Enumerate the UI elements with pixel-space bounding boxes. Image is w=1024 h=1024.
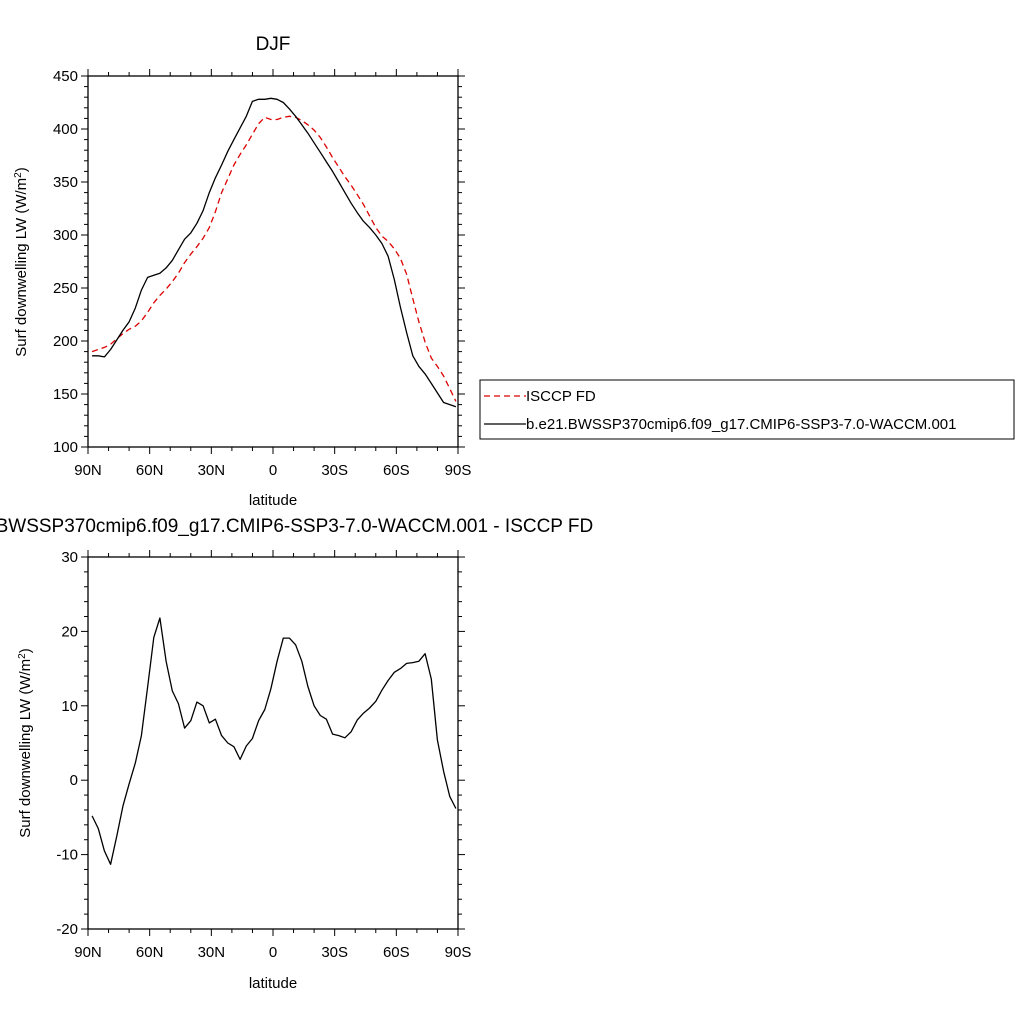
bottom-chart-x-tick-labels: 90N 60N 30N 0 30S 60S 90S [74,944,471,961]
bottom-y-tick-label: -20 [56,921,78,938]
top-x-tick-label: 30N [198,462,226,479]
top-chart-ticks [81,69,465,454]
bottom-chart-y-axis-label: Surf downwelling LW (W/m2) [17,648,35,838]
top-y-tick-label: 250 [53,280,78,297]
bottom-y-tick-label: -10 [56,847,78,864]
top-chart-x-tick-labels: 90N 60N 30N 0 30S 60S 90S [74,462,471,479]
bottom-x-tick-label: 90S [445,944,472,961]
bottom-y-tick-label: 10 [61,698,78,715]
top-chart-panel: DJF 100 150 200 250 300 350 400 450 90N 60N 30N 0 3… [13,34,472,509]
bottom-series-line-0 [91,617,457,865]
bottom-y-tick-label: 0 [70,772,78,789]
legend-frame [479,379,1015,440]
bottom-y-tick-label: 30 [61,549,78,566]
bottom-chart-y-axis-unit-superscript: 2 [17,653,28,659]
bottom-x-tick-label: 60N [136,944,164,961]
bottom-x-tick-label: 90N [74,944,102,961]
top-series-line-1 [92,97,457,408]
bottom-chart-ticks [81,550,465,936]
top-y-tick-label: 400 [53,121,78,138]
bottom-x-tick-label: 30N [198,944,226,961]
top-y-tick-label: 200 [53,333,78,350]
top-chart-plot-frame [87,75,459,448]
top-y-tick-label: 300 [53,227,78,244]
top-series-line-0 [91,115,457,402]
legend-label-model: b.e21.BWSSP370cmip6.f09_g17.CMIP6-SSP3-7… [526,416,956,433]
top-x-tick-label: 90N [74,462,102,479]
top-y-tick-label: 100 [53,439,78,456]
top-x-tick-label: 90S [445,462,472,479]
top-chart-series-lines [91,97,457,408]
top-chart-y-axis-unit-close: ) [13,167,30,172]
bottom-x-tick-label: 0 [269,944,277,961]
bottom-chart-y-tick-labels: -20 -10 0 10 20 30 [56,549,78,938]
top-y-tick-label: 450 [53,68,78,85]
top-y-tick-label: 150 [53,386,78,403]
top-x-tick-label: 60N [136,462,164,479]
bottom-chart-title: b.e21.BWSSP370cmip6.f09_g17.CMIP6-SSP3-7… [0,516,593,537]
bottom-x-tick-label: 30S [321,944,348,961]
bottom-chart-plot-frame [87,556,459,930]
top-chart-x-axis-label: latitude [249,492,297,509]
top-chart-y-tick-labels: 100 150 200 250 300 350 400 450 [53,68,78,456]
bottom-chart-y-axis-label-main: Surf downwelling LW [17,698,34,838]
bottom-x-tick-label: 60S [383,944,410,961]
top-x-tick-label: 60S [383,462,410,479]
legend-label-isccp: ISCCP FD [526,388,596,405]
bottom-chart-panel: b.e21.BWSSP370cmip6.f09_g17.CMIP6-SSP3-7… [0,516,593,992]
bottom-chart-x-axis-label: latitude [249,975,297,992]
chart-legend: ISCCP FD b.e21.BWSSP370cmip6.f09_g17.CMI… [479,379,1015,440]
top-chart-y-axis-unit-superscript: 2 [13,172,24,178]
bottom-chart-y-axis-unit-close: ) [17,648,34,653]
top-chart-y-axis-unit: (W/m [13,178,30,214]
bottom-chart-series-lines [91,617,457,865]
bottom-y-tick-label: 20 [61,623,78,640]
top-x-tick-label: 30S [321,462,348,479]
top-chart-y-axis-label-main: Surf downwelling LW [13,217,30,357]
top-chart-title: DJF [256,34,291,55]
top-x-tick-label: 0 [269,462,277,479]
top-y-tick-label: 350 [53,174,78,191]
top-chart-y-axis-label: Surf downwelling LW (W/m2) [13,167,31,357]
bottom-chart-y-axis-unit: (W/m [17,659,34,695]
